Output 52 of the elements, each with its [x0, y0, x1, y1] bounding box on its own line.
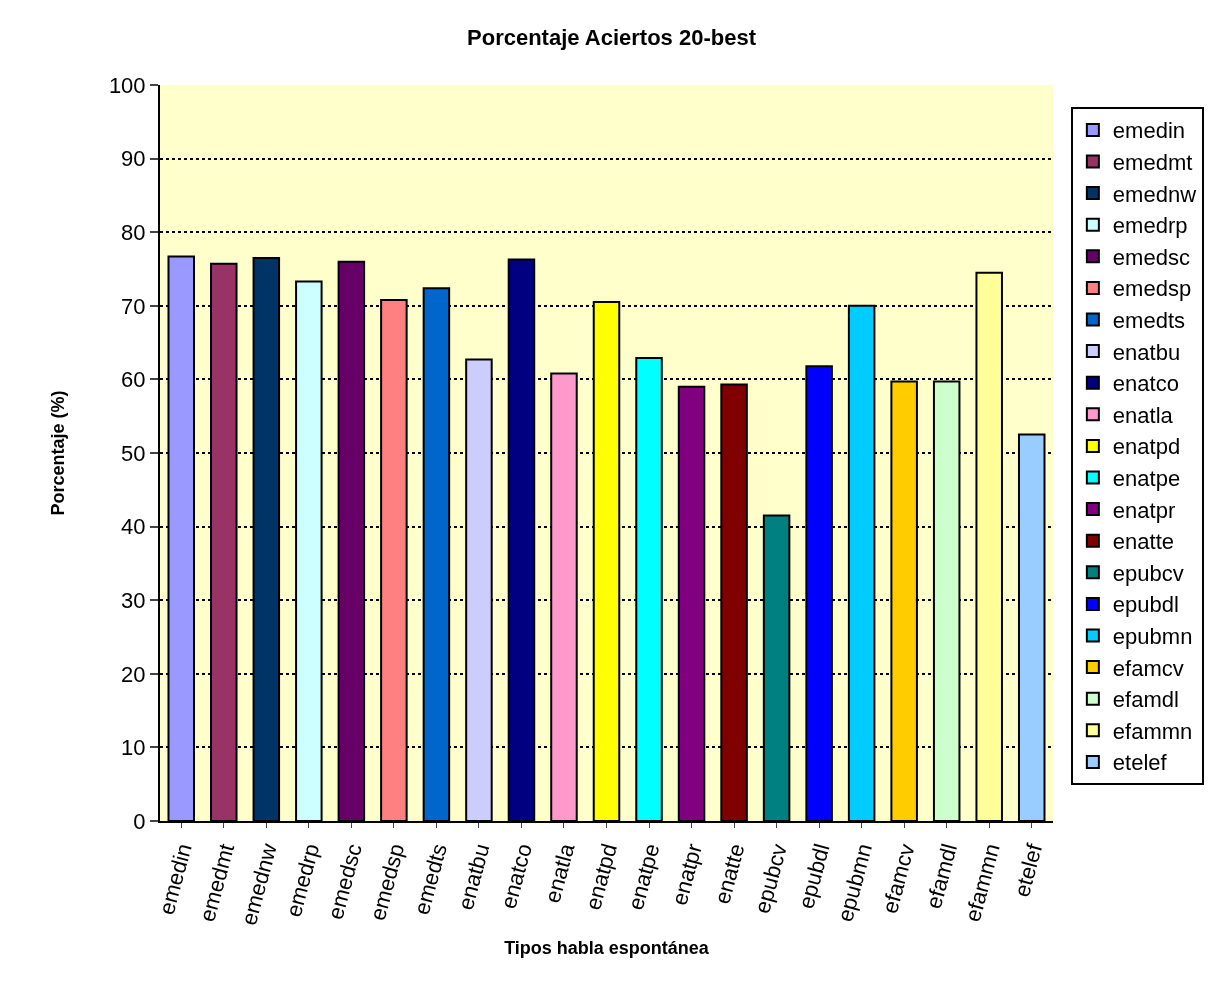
legend-label: epubdl [1112, 592, 1179, 618]
legend-label: epubmn [1112, 624, 1193, 650]
x-tick-label: epubmn [832, 841, 878, 925]
x-axis-title: Tipos habla espontánea [504, 938, 710, 959]
chart-title: Porcentaje Aciertos 20-best [467, 24, 757, 50]
legend-label: enatpd [1112, 434, 1181, 460]
legend-label: emedsp [1112, 276, 1192, 302]
x-tick-label: enatpe [622, 841, 665, 913]
legend-label: enatco [1112, 371, 1179, 397]
x-tick-label: epubdl [793, 841, 835, 912]
x-tick-label: efamcv [877, 841, 920, 917]
legend-label: enatla [1112, 402, 1174, 428]
legend-label: emedsc [1112, 244, 1190, 270]
legend-label: enatpe [1112, 466, 1181, 492]
y-axis-title: Porcentaje (%) [47, 390, 68, 516]
legend-label: efamdl [1112, 687, 1179, 713]
legend-label: emedts [1112, 308, 1186, 334]
y-tick-label: 50 [121, 440, 146, 466]
x-tick-label: enatpr [666, 841, 707, 908]
x-tick-label: enatbu [452, 841, 495, 913]
legend-label: emednw [1112, 181, 1197, 207]
legend-label: efammn [1112, 718, 1193, 744]
y-tick-label: 70 [121, 293, 146, 319]
y-tick-label: 90 [121, 146, 146, 172]
x-tick-label: enatpd [580, 841, 622, 913]
x-tick-label: epubcv [749, 841, 793, 917]
x-tick-label: emedsp [364, 841, 410, 924]
x-tick-label: emedin [153, 841, 197, 918]
x-tick-label: etelef [1009, 840, 1048, 900]
y-tick-label: 80 [121, 219, 146, 245]
y-tick-label: 40 [121, 514, 146, 540]
legend-label: enatpr [1112, 497, 1176, 523]
y-tick-label: 10 [121, 735, 146, 761]
legend-label: efamcv [1112, 655, 1184, 681]
legend-label: enatbu [1112, 339, 1181, 365]
x-tick-label: enatco [495, 841, 537, 912]
x-tick-label: emedrp [280, 841, 325, 920]
y-tick-label: 30 [121, 587, 146, 613]
legend-label: emedrp [1112, 213, 1188, 239]
legend-label: enatte [1112, 529, 1175, 555]
y-tick-label: 20 [121, 661, 146, 687]
x-tick-label: enatla [539, 840, 580, 906]
y-tick-label: 0 [133, 808, 146, 834]
legend-label: etelef [1112, 750, 1168, 776]
legend-label: emedin [1112, 118, 1186, 144]
x-tick-label: enatte [709, 841, 750, 907]
x-tick-label: emedsc [322, 841, 367, 922]
legend-label: epubcv [1112, 560, 1184, 586]
legend-label: emedmt [1112, 150, 1193, 176]
y-tick-label: 60 [121, 367, 146, 393]
y-tick-label: 100 [108, 72, 146, 98]
x-tick-label: emedts [409, 841, 452, 918]
